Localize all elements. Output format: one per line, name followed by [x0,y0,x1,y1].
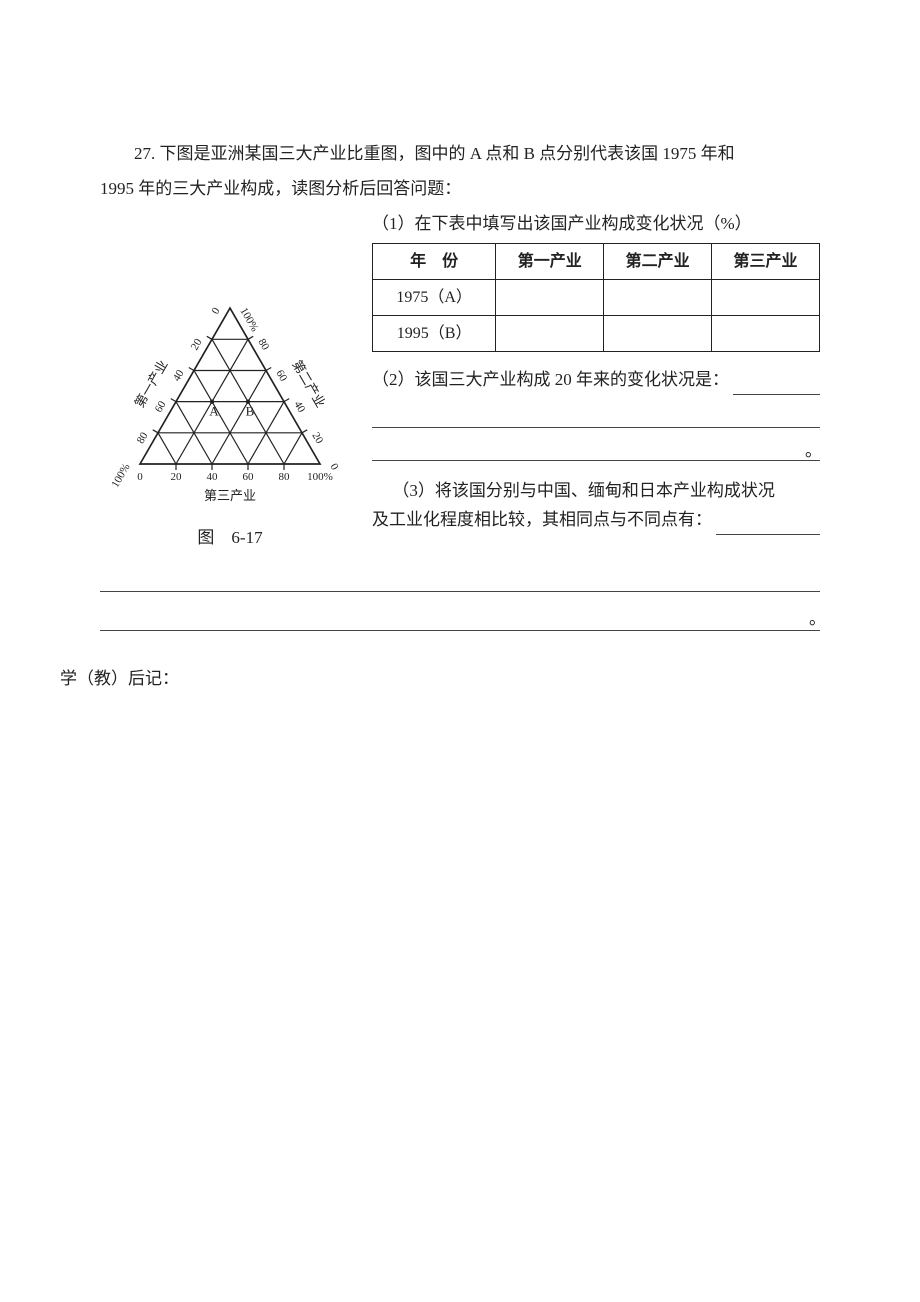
svg-text:40: 40 [171,367,187,383]
ternary-svg: 020406080100%020406080100%020406080100%第… [100,204,360,504]
svg-text:40: 40 [207,471,219,483]
cell-c1 [496,279,604,315]
svg-text:80: 80 [279,471,291,483]
period-mark: 。 [805,437,822,466]
cell-c2 [604,316,712,352]
svg-text:0: 0 [209,305,222,316]
svg-text:40: 40 [291,399,307,415]
subq-2-text: （2）该国三大产业构成 20 年来的变化状况是： [372,366,729,395]
subq-2: （2）该国三大产业构成 20 年来的变化状况是： [372,366,820,395]
full-width-blank-lines: 。 [100,571,820,631]
svg-text:80: 80 [255,337,271,353]
cell-year: 1975（A） [373,279,496,315]
question-intro-line2: 1995 年的三大产业构成，读图分析后回答问题： [100,175,820,204]
th-tertiary: 第三产业 [712,243,820,279]
blank-line [100,571,820,592]
svg-text:60: 60 [243,471,255,483]
left-column: 020406080100%020406080100%020406080100%第… [100,204,360,553]
svg-text:20: 20 [189,336,205,352]
th-secondary: 第二产业 [604,243,712,279]
svg-text:60: 60 [153,398,169,414]
right-column: （1）在下表中填写出该国产业构成变化状况（%） 年 份 第一产业 第二产业 第三… [372,204,820,535]
svg-text:100%: 100% [237,305,260,333]
svg-text:B: B [246,403,255,418]
page: 27. 下图是亚洲某国三大产业比重图，图中的 A 点和 B 点分别代表该国 19… [0,0,920,1302]
ternary-chart: 020406080100%020406080100%020406080100%第… [100,204,360,514]
blank-line [372,407,820,428]
industry-table: 年 份 第一产业 第二产业 第三产业 1975（A） 1995（B） [372,243,820,353]
post-note: 学（教）后记： [60,665,820,694]
subq-3-line2: 及工业化程度相比较，其相同点与不同点有： [372,506,820,535]
svg-text:100%: 100% [307,471,333,483]
th-primary: 第一产业 [496,243,604,279]
svg-text:0: 0 [137,471,143,483]
subq-3-line1: （3）将该国分别与中国、缅甸和日本产业构成状况 [372,477,820,506]
svg-text:A: A [209,403,219,418]
cell-c3 [712,316,820,352]
table-header-row: 年 份 第一产业 第二产业 第三产业 [373,243,820,279]
period-mark: 。 [809,605,826,634]
cell-c3 [712,279,820,315]
table-row: 1995（B） [373,316,820,352]
svg-text:80: 80 [135,430,151,446]
subq-1: （1）在下表中填写出该国产业构成变化状况（%） [372,210,820,239]
table-row: 1975（A） [373,279,820,315]
blank-line [716,516,820,535]
cell-c1 [496,316,604,352]
svg-text:60: 60 [273,368,289,384]
cell-year: 1995（B） [373,316,496,352]
svg-text:100%: 100% [109,461,132,489]
figure-caption: 图 6-17 [100,524,360,553]
svg-text:第三产业: 第三产业 [204,488,256,503]
svg-text:20: 20 [309,430,325,446]
question-intro-line1: 27. 下图是亚洲某国三大产业比重图，图中的 A 点和 B 点分别代表该国 19… [100,140,820,169]
blank-line: 。 [372,440,820,461]
svg-text:20: 20 [171,471,183,483]
two-column-layout: 020406080100%020406080100%020406080100%第… [100,204,820,553]
th-year: 年 份 [373,243,496,279]
cell-c2 [604,279,712,315]
blank-line [733,376,820,395]
blank-line: 。 [100,610,820,631]
svg-text:第一产业: 第一产业 [132,357,171,410]
subq-3-text: 及工业化程度相比较，其相同点与不同点有： [372,506,712,535]
